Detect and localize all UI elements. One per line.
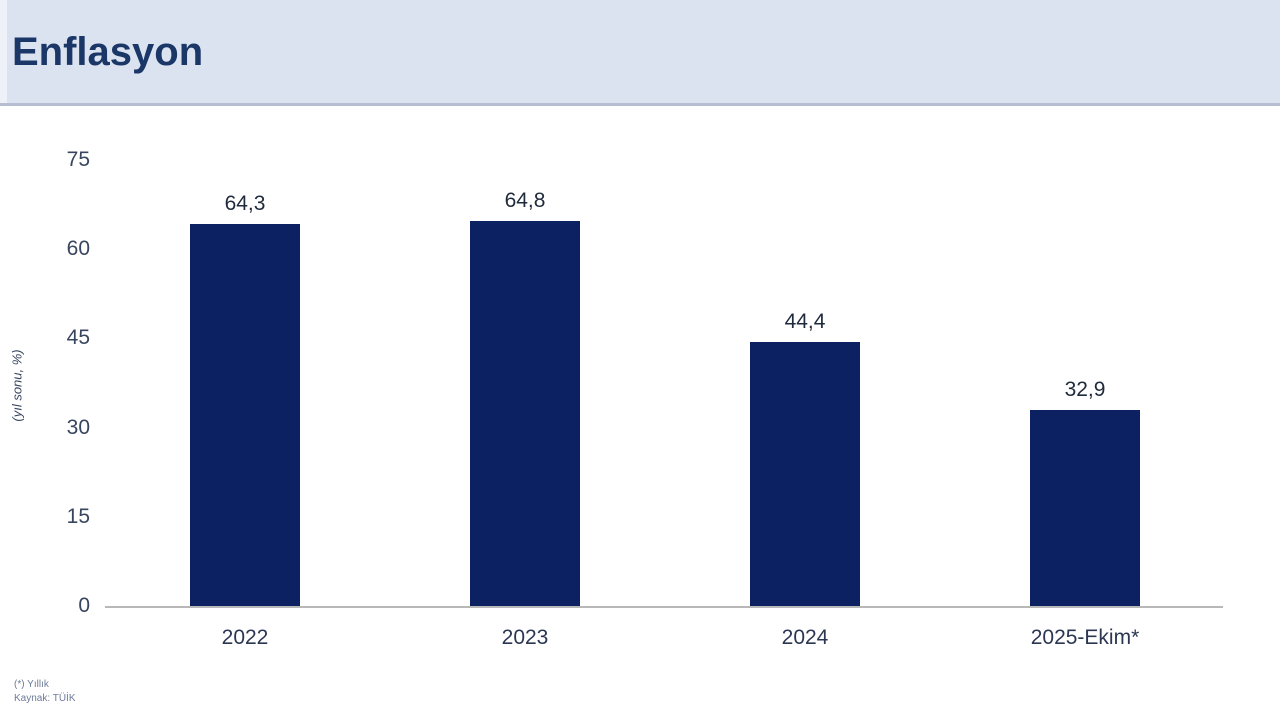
x-tick-label: 2025-Ekim*: [1030, 626, 1140, 649]
bar-value-label: 44,4: [784, 309, 826, 333]
bar-value-label: 32,9: [1064, 378, 1106, 402]
y-axis-label: (yıl sonu, %): [9, 349, 25, 422]
page-title: Enflasyon: [12, 30, 204, 74]
y-tick-label: 60: [66, 237, 90, 261]
x-tick-label: 2023: [501, 626, 549, 649]
y-tick-label: 30: [66, 415, 90, 439]
bar: [1030, 410, 1140, 606]
x-axis-baseline: [105, 606, 1223, 608]
footnotes: (*) Yıllık Kaynak: TÜİK: [14, 678, 76, 706]
y-tick-label: 15: [66, 504, 90, 528]
bar: [470, 220, 580, 606]
y-tick-label: 75: [66, 148, 90, 171]
bar: [750, 341, 860, 606]
y-tick-label: 0: [78, 594, 90, 617]
footnote-source: Kaynak: TÜİK: [14, 693, 76, 704]
y-tick-label: 45: [66, 326, 90, 350]
header-banner: Enflasyon: [0, 0, 1280, 106]
x-tick-label: 2024: [781, 626, 829, 649]
bar-value-label: 64,8: [504, 188, 546, 212]
x-tick-label: 2022: [221, 626, 269, 649]
footnote-annual: (*) Yıllık: [14, 679, 49, 690]
bar: [190, 223, 300, 606]
bar-value-label: 64,3: [224, 191, 266, 215]
